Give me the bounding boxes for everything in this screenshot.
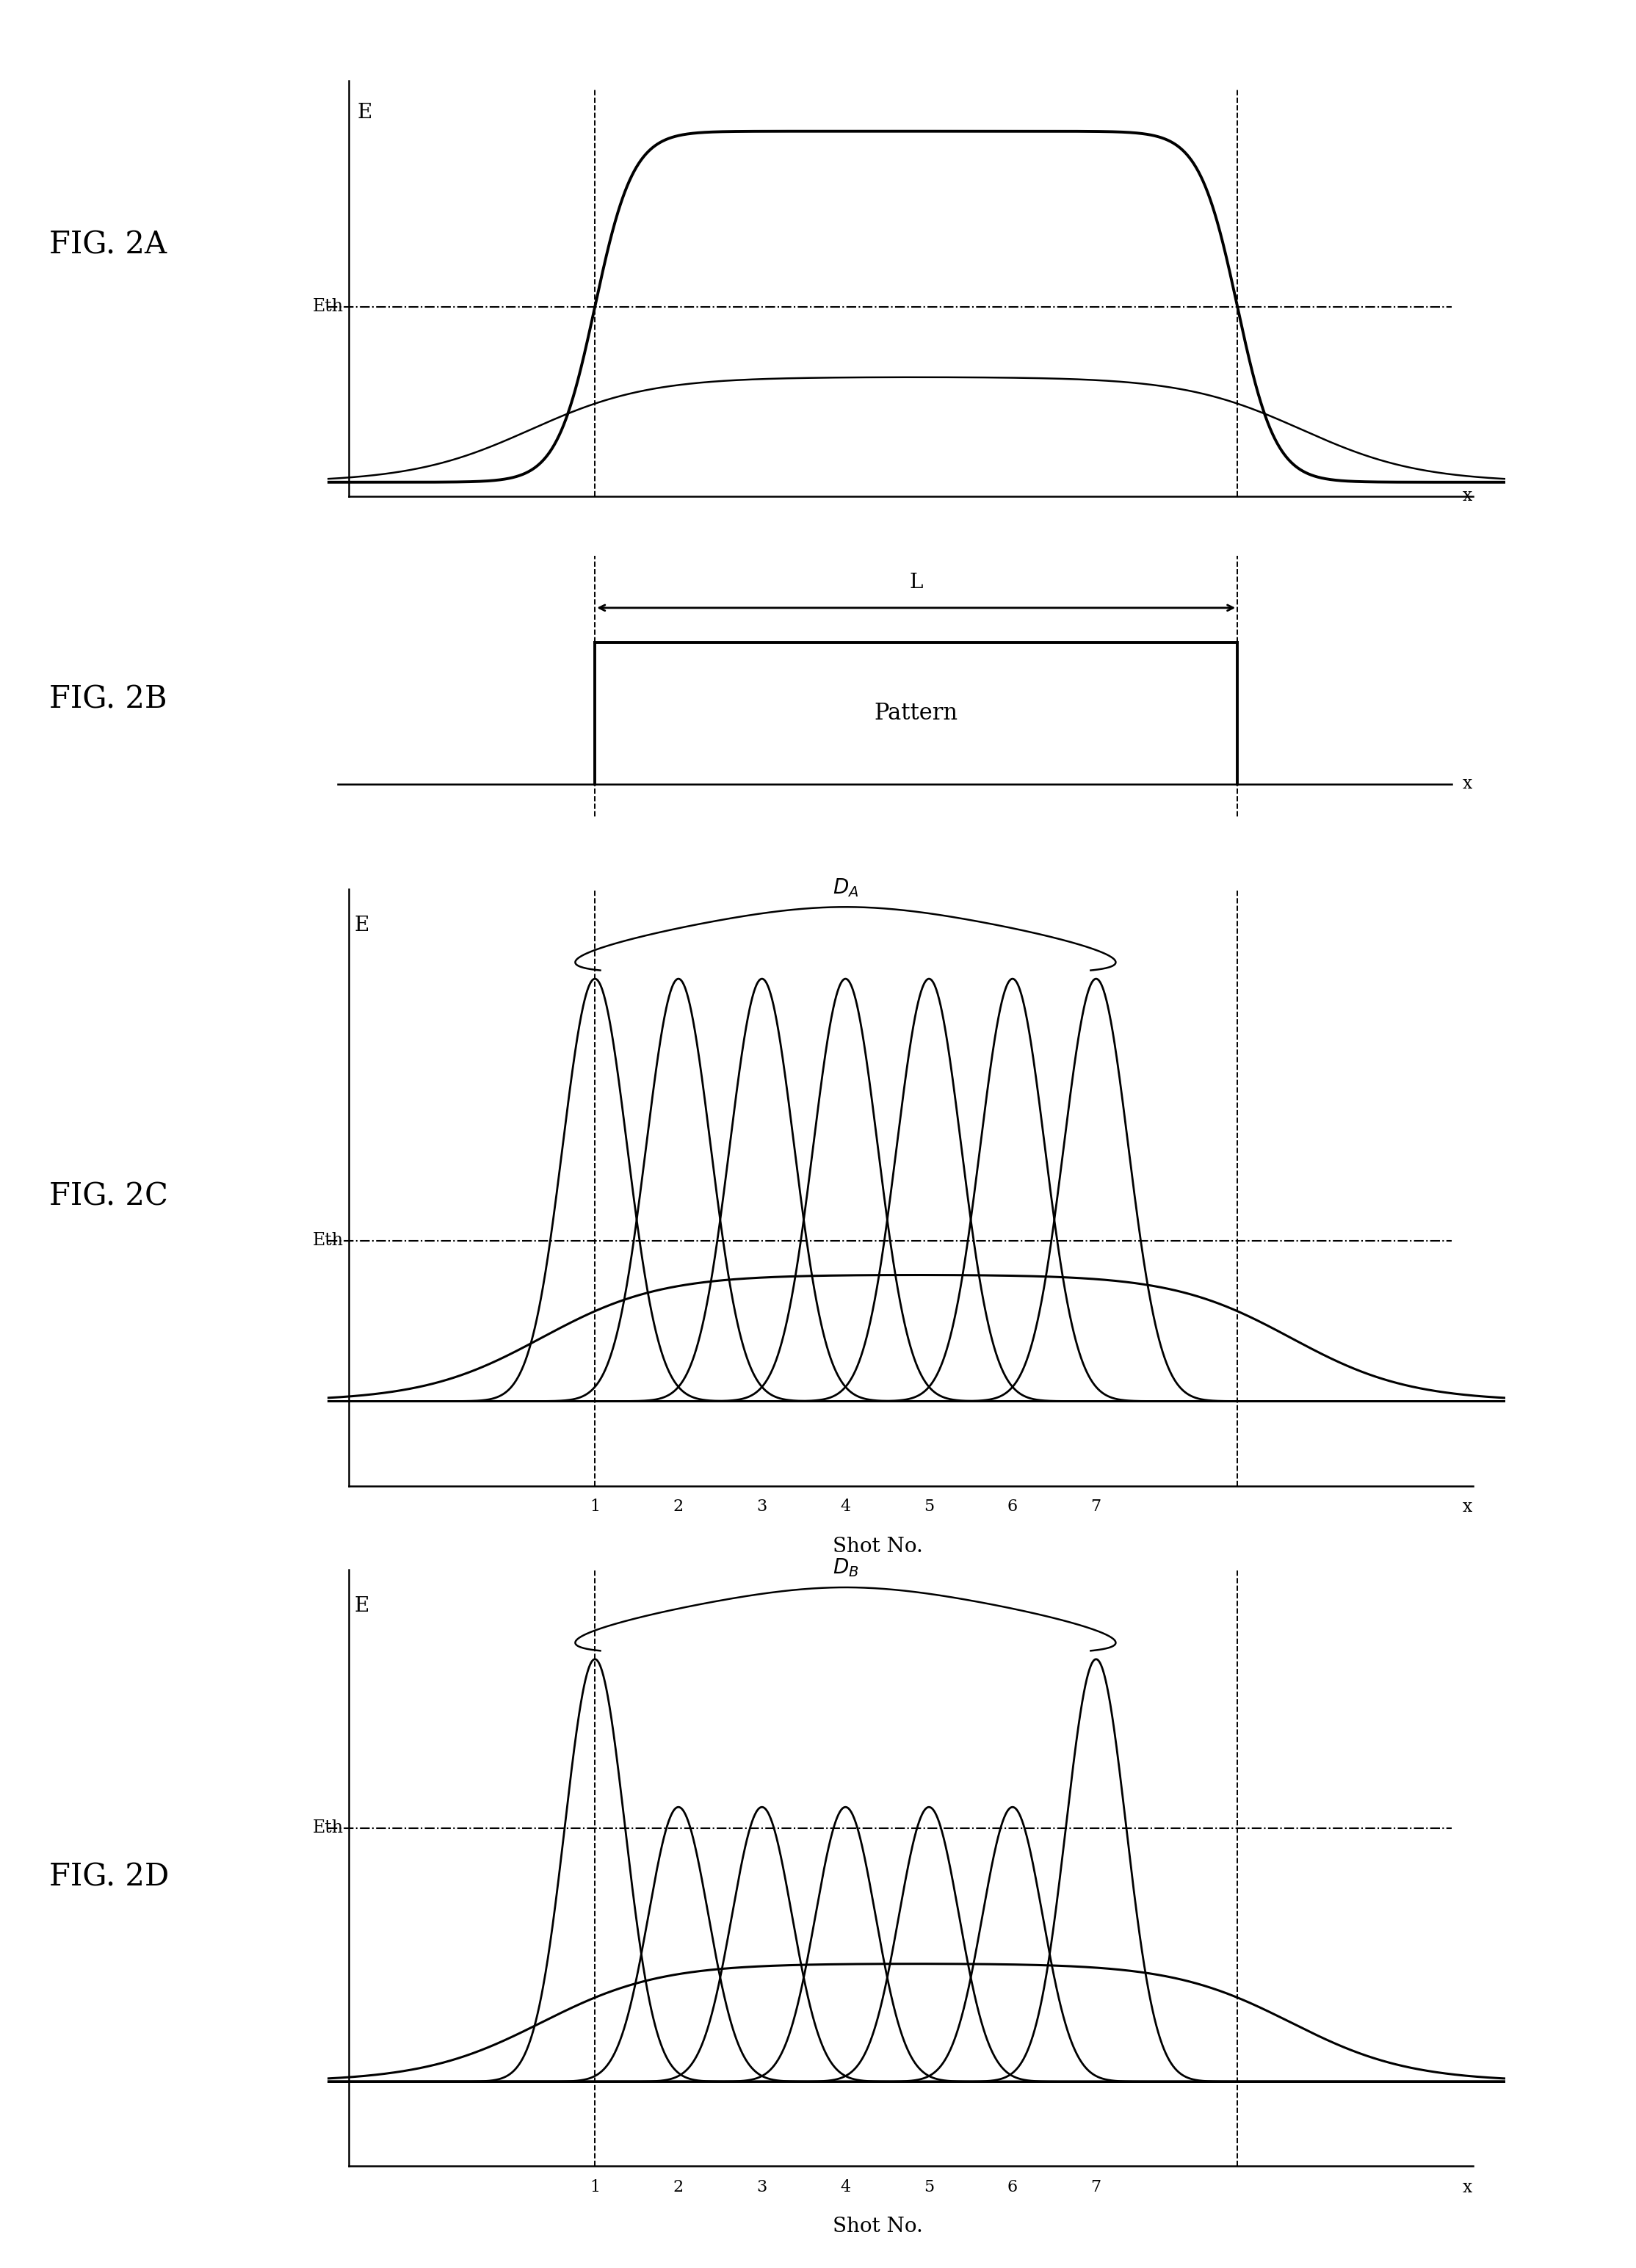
Text: Pattern: Pattern bbox=[874, 701, 959, 723]
Text: FIG. 2B: FIG. 2B bbox=[49, 683, 167, 714]
Text: x: x bbox=[1463, 2180, 1472, 2195]
Text: x: x bbox=[1463, 488, 1472, 506]
Text: Eth: Eth bbox=[312, 299, 344, 315]
Text: 1: 1 bbox=[589, 2180, 600, 2195]
Text: 4: 4 bbox=[841, 2180, 851, 2195]
Text: 5: 5 bbox=[924, 1499, 934, 1515]
Text: FIG. 2C: FIG. 2C bbox=[49, 1182, 169, 1211]
Text: Shot No.: Shot No. bbox=[833, 1535, 923, 1556]
Text: E: E bbox=[353, 916, 368, 934]
Text: 7: 7 bbox=[1091, 1499, 1101, 1515]
Text: 5: 5 bbox=[924, 2180, 934, 2195]
Text: FIG. 2D: FIG. 2D bbox=[49, 1862, 169, 1892]
Text: 4: 4 bbox=[841, 1499, 851, 1515]
Text: x: x bbox=[1463, 1499, 1472, 1515]
Text: 2: 2 bbox=[674, 1499, 684, 1515]
Text: x: x bbox=[1463, 776, 1472, 792]
Text: 1: 1 bbox=[589, 1499, 600, 1515]
Text: L: L bbox=[910, 574, 923, 592]
Text: $D_A$: $D_A$ bbox=[833, 878, 859, 898]
Text: E: E bbox=[353, 1597, 368, 1615]
Text: FIG. 2A: FIG. 2A bbox=[49, 229, 167, 261]
Text: Shot No.: Shot No. bbox=[833, 2216, 923, 2236]
Text: 7: 7 bbox=[1091, 2180, 1101, 2195]
Text: 2: 2 bbox=[674, 2180, 684, 2195]
Text: 6: 6 bbox=[1008, 1499, 1018, 1515]
Text: $D_B$: $D_B$ bbox=[833, 1558, 859, 1579]
Text: E: E bbox=[357, 102, 371, 122]
Text: Eth: Eth bbox=[312, 1819, 344, 1837]
Text: 3: 3 bbox=[757, 1499, 767, 1515]
Text: 6: 6 bbox=[1008, 2180, 1018, 2195]
Text: 3: 3 bbox=[757, 2180, 767, 2195]
Text: Eth: Eth bbox=[312, 1232, 344, 1250]
